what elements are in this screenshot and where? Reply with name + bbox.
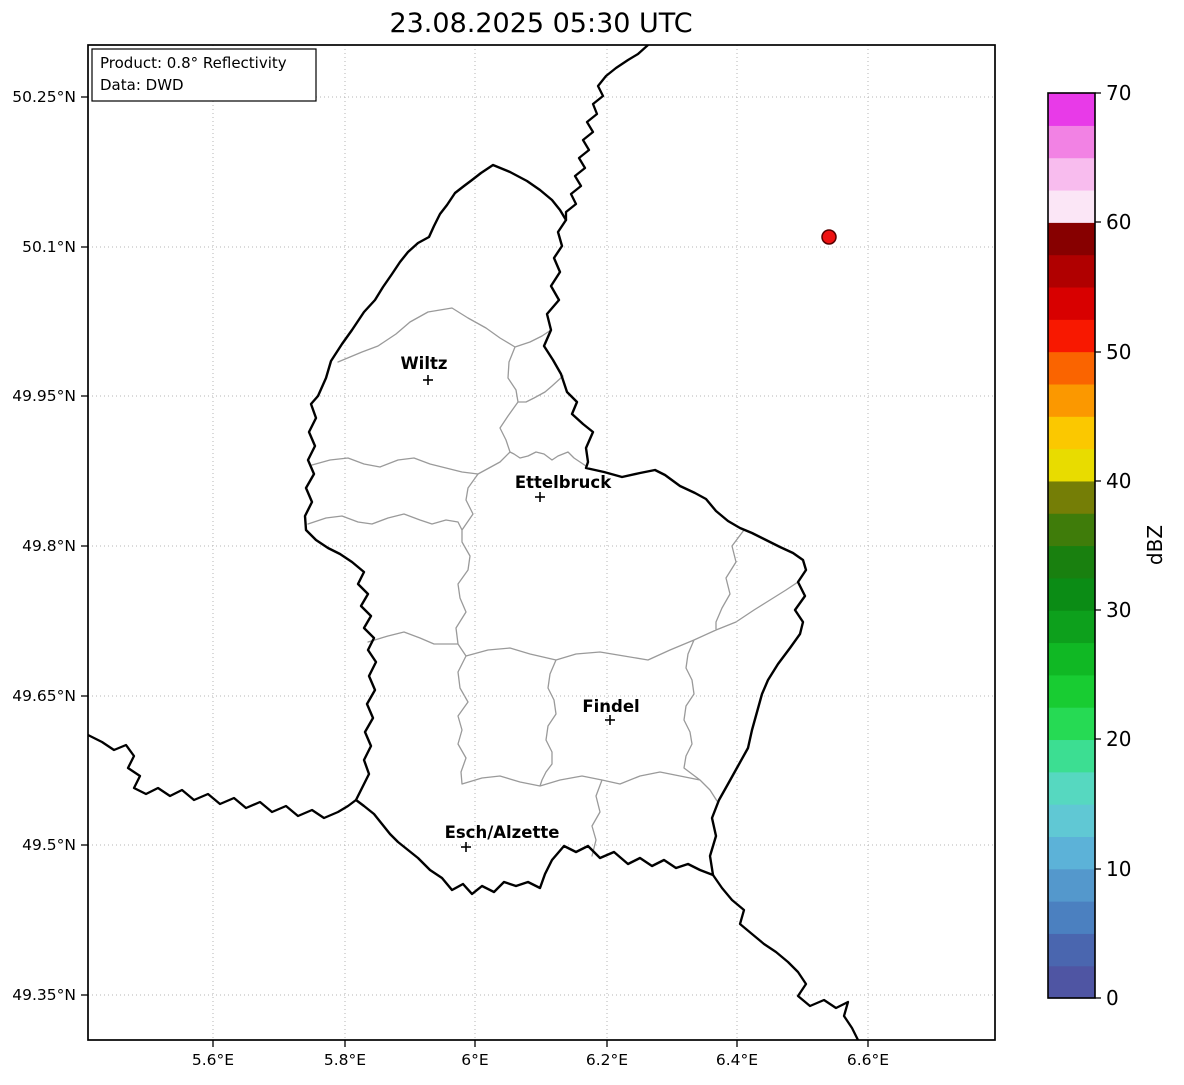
x-tick-label: 6.2°E — [586, 1051, 628, 1069]
border-france-germany — [711, 873, 860, 1040]
city-labels: Wiltz Ettelbruck Findel Esch/Alzette — [400, 354, 639, 842]
colorbar-band — [1048, 93, 1095, 126]
colorbar-band — [1048, 351, 1095, 385]
colorbar-band — [1048, 254, 1095, 288]
y-tick-label: 49.35°N — [12, 986, 76, 1004]
city-marker-cross — [605, 715, 615, 725]
axis-ticks — [81, 96, 869, 1047]
map-layer — [88, 45, 860, 1040]
info-box-product: Product: 0.8° Reflectivity — [100, 54, 287, 72]
colorbar-band — [1048, 448, 1095, 482]
city-marker-cross — [461, 842, 471, 852]
y-tick-label: 50.1°N — [22, 238, 76, 256]
y-tick-label: 50.25°N — [12, 88, 76, 106]
colorbar-band — [1048, 642, 1095, 676]
info-box: Product: 0.8° Reflectivity Data: DWD — [91, 48, 317, 102]
colorbar-tick-label: 70 — [1106, 81, 1131, 105]
y-tick-label: 49.95°N — [12, 387, 76, 405]
colorbar-band — [1048, 545, 1095, 579]
city-marker-cross — [535, 492, 545, 502]
colorbar-band — [1048, 125, 1095, 159]
city-label: Wiltz — [400, 354, 447, 373]
colorbar-band — [1048, 707, 1095, 741]
colorbar-ticks — [1095, 92, 1101, 999]
y-tick-label: 49.65°N — [12, 687, 76, 705]
colorbar-band — [1048, 513, 1095, 547]
colorbar-axis-label: dBZ — [1143, 525, 1167, 565]
x-tick-label: 6.4°E — [716, 1051, 758, 1069]
border-belgium-germany — [564, 45, 650, 222]
colorbar-band — [1048, 739, 1095, 773]
colorbar-tick-label: 60 — [1106, 210, 1131, 234]
colorbar-tick-label: 40 — [1106, 469, 1131, 493]
colorbar-band — [1048, 771, 1095, 805]
country-border-luxembourg — [303, 163, 808, 896]
city-marker-cross — [423, 375, 433, 385]
x-axis-labels: 5.6°E 5.8°E 6°E 6.2°E 6.4°E 6.6°E — [192, 1051, 889, 1069]
colorbar-tick-label: 20 — [1106, 727, 1131, 751]
city-label: Ettelbruck — [515, 473, 612, 492]
colorbar-tick-label: 0 — [1106, 986, 1119, 1010]
colorbar-tick-label: 30 — [1106, 598, 1131, 622]
colorbar-band — [1048, 222, 1095, 256]
colorbar-band — [1048, 868, 1095, 902]
colorbar-band — [1048, 189, 1095, 223]
colorbar-band — [1048, 901, 1095, 934]
colorbar-band — [1048, 804, 1095, 837]
x-tick-label: 5.8°E — [324, 1051, 366, 1069]
city-label: Findel — [582, 697, 639, 716]
colorbar-gradient — [1048, 93, 1095, 999]
city-label: Esch/Alzette — [445, 823, 560, 842]
colorbar-band — [1048, 610, 1095, 644]
city-markers — [423, 375, 615, 852]
canton-borders — [307, 307, 799, 857]
x-tick-label: 6°E — [461, 1051, 488, 1069]
colorbar-frame — [1047, 92, 1096, 999]
colorbar-band — [1048, 416, 1095, 450]
colorbar-band — [1048, 933, 1095, 967]
radar-site-marker — [821, 229, 837, 245]
colorbar-band — [1048, 965, 1095, 999]
info-box-data: Data: DWD — [100, 76, 184, 94]
y-axis-labels: 50.25°N 50.1°N 49.95°N 49.8°N 49.65°N 49… — [12, 88, 76, 1004]
plot-frame — [87, 44, 996, 1041]
colorbar-band — [1048, 286, 1095, 320]
colorbar-band — [1048, 674, 1095, 708]
colorbar-tick-labels: 70 60 50 40 30 20 10 0 — [1106, 81, 1131, 1010]
y-tick-label: 49.8°N — [22, 537, 76, 555]
x-tick-label: 6.6°E — [847, 1051, 889, 1069]
colorbar-band — [1048, 836, 1095, 870]
colorbar-band — [1048, 319, 1095, 353]
gridlines — [88, 45, 995, 1040]
colorbar-band — [1048, 577, 1095, 611]
border-france-belgium — [88, 733, 358, 820]
colorbar-band — [1048, 480, 1095, 514]
y-tick-label: 49.5°N — [22, 836, 76, 854]
x-tick-label: 5.6°E — [192, 1051, 234, 1069]
colorbar-tick-label: 10 — [1106, 857, 1131, 881]
figure-title: 23.08.2025 05:30 UTC — [389, 8, 692, 39]
colorbar-band — [1048, 157, 1095, 191]
colorbar-tick-label: 50 — [1106, 340, 1131, 364]
colorbar-band — [1048, 383, 1095, 417]
